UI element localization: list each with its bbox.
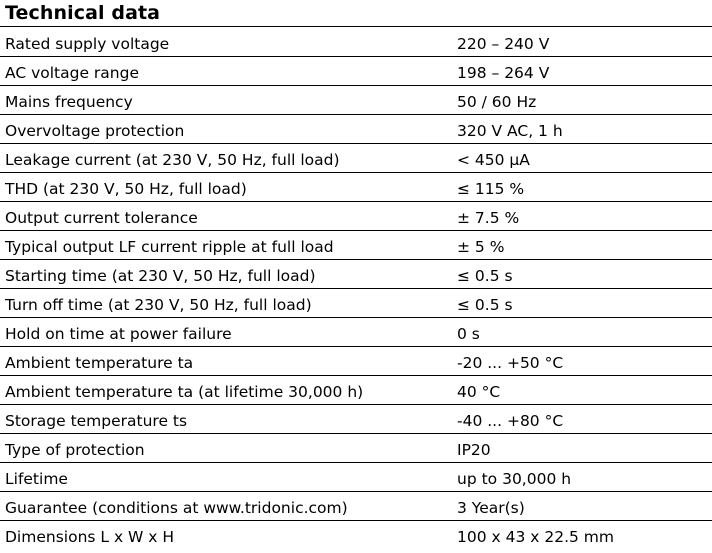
spec-table: Rated supply voltage 220 – 240 V AC volt… (0, 28, 712, 550)
spec-label: Rated supply voltage (5, 35, 170, 53)
spec-label: Guarantee (conditions at www.tridonic.co… (5, 499, 348, 517)
spec-row: Output current tolerance ± 7.5 % (0, 202, 712, 231)
spec-value: 198 – 264 V (457, 64, 550, 82)
spec-row: THD (at 230 V, 50 Hz, full load) ≤ 115 % (0, 173, 712, 202)
spec-label: AC voltage range (5, 64, 139, 82)
spec-label: Turn off time (at 230 V, 50 Hz, full loa… (5, 296, 312, 314)
spec-row: Ambient temperature ta -20 ... +50 °C (0, 347, 712, 376)
spec-value: < 450 µA (457, 151, 530, 169)
spec-label: Ambient temperature ta (at lifetime 30,0… (5, 383, 364, 401)
spec-row: Typical output LF current ripple at full… (0, 231, 712, 260)
spec-label: Hold on time at power failure (5, 325, 232, 343)
spec-label: Storage temperature ts (5, 412, 188, 430)
spec-value: ± 7.5 % (457, 209, 520, 227)
spec-value: -20 ... +50 °C (457, 354, 564, 372)
spec-row: Mains frequency 50 / 60 Hz (0, 86, 712, 115)
title-divider (0, 26, 712, 27)
spec-label: Output current tolerance (5, 209, 198, 227)
spec-value: IP20 (457, 441, 491, 459)
spec-row: Lifetime up to 30,000 h (0, 463, 712, 492)
spec-label: Overvoltage protection (5, 122, 185, 140)
spec-label: Ambient temperature ta (5, 354, 194, 372)
spec-row: Dimensions L x W x H 100 x 43 x 22.5 mm (0, 521, 712, 550)
spec-row: AC voltage range 198 – 264 V (0, 57, 712, 86)
spec-value: 3 Year(s) (457, 499, 525, 517)
spec-row: Type of protection IP20 (0, 434, 712, 463)
spec-value: up to 30,000 h (457, 470, 572, 488)
spec-row: Rated supply voltage 220 – 240 V (0, 28, 712, 57)
spec-value: ± 5 % (457, 238, 505, 256)
spec-row: Starting time (at 230 V, 50 Hz, full loa… (0, 260, 712, 289)
spec-label: Typical output LF current ripple at full… (5, 238, 334, 256)
spec-value: ≤ 115 % (457, 180, 525, 198)
spec-value: -40 ... +80 °C (457, 412, 564, 430)
spec-value: 0 s (457, 325, 480, 343)
spec-label: Dimensions L x W x H (5, 528, 175, 546)
spec-row: Turn off time (at 230 V, 50 Hz, full loa… (0, 289, 712, 318)
spec-row: Leakage current (at 230 V, 50 Hz, full l… (0, 144, 712, 173)
spec-value: 100 x 43 x 22.5 mm (457, 528, 614, 546)
spec-value: 50 / 60 Hz (457, 93, 537, 111)
spec-value: ≤ 0.5 s (457, 267, 513, 285)
spec-row: Storage temperature ts -40 ... +80 °C (0, 405, 712, 434)
spec-label: Starting time (at 230 V, 50 Hz, full loa… (5, 267, 316, 285)
spec-label: THD (at 230 V, 50 Hz, full load) (5, 180, 247, 198)
spec-label: Type of protection (5, 441, 145, 459)
spec-value: 40 °C (457, 383, 501, 401)
spec-value: 320 V AC, 1 h (457, 122, 563, 140)
spec-label: Lifetime (5, 470, 68, 488)
spec-value: ≤ 0.5 s (457, 296, 513, 314)
spec-row: Hold on time at power failure 0 s (0, 318, 712, 347)
spec-row: Ambient temperature ta (at lifetime 30,0… (0, 376, 712, 405)
spec-label: Mains frequency (5, 93, 133, 111)
spec-row: Guarantee (conditions at www.tridonic.co… (0, 492, 712, 521)
spec-value: 220 – 240 V (457, 35, 550, 53)
section-title: Technical data (5, 2, 161, 24)
spec-row: Overvoltage protection 320 V AC, 1 h (0, 115, 712, 144)
spec-label: Leakage current (at 230 V, 50 Hz, full l… (5, 151, 340, 169)
